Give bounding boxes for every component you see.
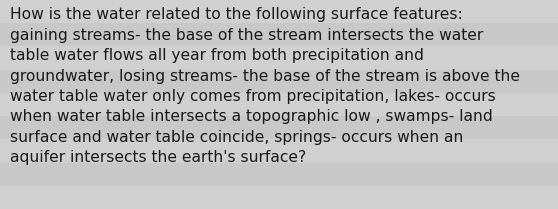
- FancyBboxPatch shape: [0, 186, 558, 209]
- FancyBboxPatch shape: [0, 23, 558, 46]
- Text: How is the water related to the following surface features:
gaining streams- the: How is the water related to the followin…: [10, 7, 520, 165]
- FancyBboxPatch shape: [0, 46, 558, 70]
- FancyBboxPatch shape: [0, 116, 558, 139]
- FancyBboxPatch shape: [0, 70, 558, 93]
- FancyBboxPatch shape: [0, 93, 558, 116]
- FancyBboxPatch shape: [0, 139, 558, 163]
- FancyBboxPatch shape: [0, 163, 558, 186]
- FancyBboxPatch shape: [0, 0, 558, 23]
